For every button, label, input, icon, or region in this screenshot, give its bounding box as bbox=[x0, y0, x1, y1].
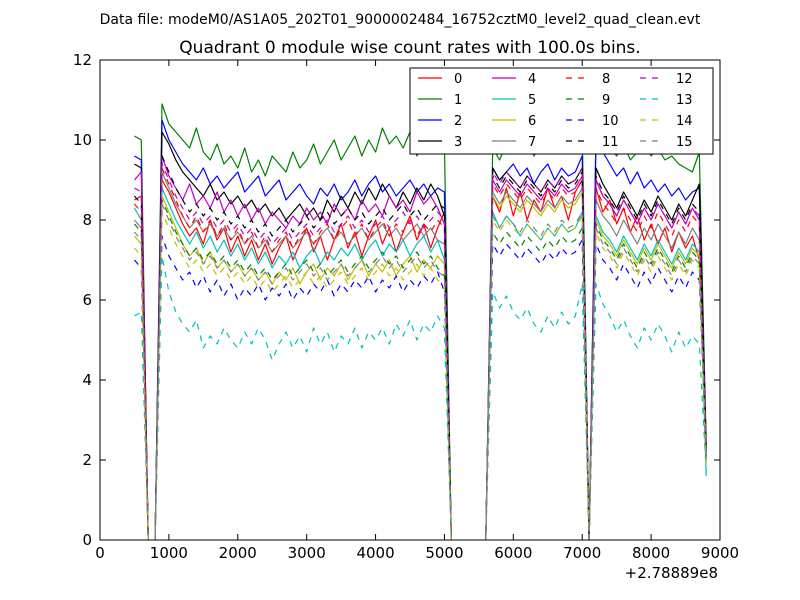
series-9-line-segment-0 bbox=[133, 223, 149, 540]
x-tick-label: 3000 bbox=[288, 544, 326, 562]
legend-item-12: 12 bbox=[640, 72, 693, 87]
x-tick-label: 5000 bbox=[425, 544, 463, 562]
x-offset-label: +2.78889e8 bbox=[625, 564, 718, 582]
series-14-line-segment-3 bbox=[588, 231, 707, 540]
series-5-line-segment-1 bbox=[154, 187, 452, 540]
y-tick-label: 8 bbox=[82, 211, 92, 229]
x-tick-label: 9000 bbox=[701, 544, 739, 562]
series-3-line-segment-1 bbox=[154, 131, 452, 540]
legend-label: 1 bbox=[454, 93, 462, 108]
x-tick-label: 2000 bbox=[219, 544, 257, 562]
series-14-line-segment-0 bbox=[133, 247, 149, 540]
legend-item-10: 10 bbox=[566, 114, 619, 129]
legend-item-11: 11 bbox=[566, 135, 619, 150]
legend-label: 14 bbox=[676, 114, 693, 129]
legend-label: 4 bbox=[528, 72, 536, 87]
series-8-line-segment-1 bbox=[154, 167, 452, 540]
series-3-line-segment-3 bbox=[588, 167, 707, 540]
series-15-line-segment-3 bbox=[588, 227, 707, 540]
legend-label: 6 bbox=[528, 114, 536, 129]
y-tick-label: 2 bbox=[82, 451, 92, 469]
legend-box bbox=[409, 67, 714, 155]
legend-item-6: 6 bbox=[492, 114, 536, 129]
legend-item-5: 5 bbox=[492, 93, 536, 108]
legend-label: 7 bbox=[528, 135, 536, 150]
legend-item-15: 15 bbox=[640, 135, 693, 150]
series-10-line-segment-0 bbox=[133, 259, 149, 540]
legend-item-13: 13 bbox=[640, 93, 693, 108]
legend-item-14: 14 bbox=[640, 114, 693, 129]
legend-label: 8 bbox=[602, 72, 610, 87]
legend-label: 5 bbox=[528, 93, 536, 108]
legend-label: 0 bbox=[454, 72, 462, 87]
x-tick-label: 1000 bbox=[150, 544, 188, 562]
legend-item-3: 3 bbox=[418, 135, 462, 150]
series-12-line-segment-2 bbox=[485, 167, 590, 540]
series-4-line-segment-2 bbox=[485, 175, 590, 540]
series-13-line-segment-1 bbox=[154, 255, 452, 540]
legend-label: 13 bbox=[676, 93, 693, 108]
x-tick-label: 7000 bbox=[563, 544, 601, 562]
series-6-line-segment-3 bbox=[588, 219, 707, 540]
series-15-line-segment-0 bbox=[133, 231, 149, 540]
legend-item-9: 9 bbox=[566, 93, 610, 108]
chart-title: Quadrant 0 module wise count rates with … bbox=[179, 38, 640, 58]
series-11-line-segment-2 bbox=[485, 171, 590, 540]
data-file-label: Data file: modeM0/AS1A05_202T01_90000024… bbox=[100, 12, 701, 28]
x-tick-label: 6000 bbox=[494, 544, 532, 562]
y-tick-label: 12 bbox=[73, 51, 92, 69]
series-15-line-segment-2 bbox=[485, 211, 590, 540]
series-10-line-segment-3 bbox=[588, 243, 707, 540]
series-11-line-segment-0 bbox=[133, 195, 149, 540]
series-2-line-segment-1 bbox=[154, 119, 452, 540]
series-13-line-segment-3 bbox=[588, 283, 707, 540]
legend-label: 11 bbox=[602, 135, 619, 150]
legend-item-7: 7 bbox=[492, 135, 536, 150]
series-6-line-segment-2 bbox=[485, 191, 590, 540]
legend-item-4: 4 bbox=[492, 72, 536, 87]
series-14-line-segment-2 bbox=[485, 215, 590, 540]
legend-label: 3 bbox=[454, 135, 462, 150]
series-11-line-segment-1 bbox=[154, 155, 452, 540]
y-tick-label: 0 bbox=[82, 531, 92, 549]
legend-item-0: 0 bbox=[418, 72, 462, 87]
series-9-line-segment-2 bbox=[485, 227, 590, 540]
y-tick-label: 6 bbox=[82, 291, 92, 309]
legend-label: 10 bbox=[602, 114, 619, 129]
legend-label: 12 bbox=[676, 72, 693, 87]
legend-label: 9 bbox=[602, 93, 610, 108]
legend-item-8: 8 bbox=[566, 72, 610, 87]
series-5-line-segment-3 bbox=[588, 215, 707, 540]
series-7-line-segment-2 bbox=[485, 187, 590, 540]
series-14-line-segment-1 bbox=[154, 211, 452, 540]
series-1-line-segment-1 bbox=[154, 103, 452, 540]
x-tick-label: 4000 bbox=[356, 544, 394, 562]
y-tick-label: 4 bbox=[82, 371, 92, 389]
series-15-line-segment-1 bbox=[154, 203, 452, 540]
x-tick-label: 0 bbox=[95, 544, 105, 562]
series-group bbox=[133, 103, 707, 540]
y-tick-label: 10 bbox=[73, 131, 92, 149]
legend-item-2: 2 bbox=[418, 114, 462, 129]
series-10-line-segment-1 bbox=[154, 235, 452, 540]
x-axis: 0 1000 2000 3000 4000 5000 6000 7000 8000 9000 bbox=[95, 60, 739, 562]
legend-label: 2 bbox=[454, 114, 462, 129]
series-12-line-segment-3 bbox=[588, 179, 707, 540]
legend-item-1: 1 bbox=[418, 93, 462, 108]
series-9-line-segment-1 bbox=[154, 199, 452, 540]
series-4-line-segment-1 bbox=[154, 155, 452, 540]
series-10-line-segment-2 bbox=[485, 239, 590, 540]
legend-label: 15 bbox=[676, 135, 693, 150]
series-2-line-segment-3 bbox=[588, 139, 707, 540]
x-tick-label: 8000 bbox=[632, 544, 670, 562]
series-8-line-segment-2 bbox=[485, 179, 590, 540]
series-7-line-segment-3 bbox=[588, 199, 707, 540]
